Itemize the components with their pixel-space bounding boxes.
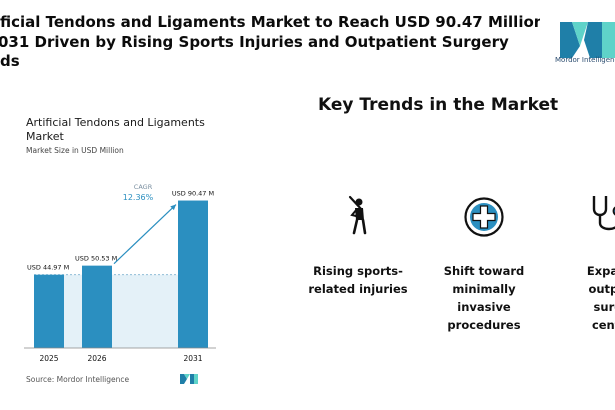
cagr-arrow-head (170, 204, 176, 211)
cagr-value: 12.36% (123, 193, 154, 202)
trend-label-1: Rising sports- related injuries (298, 262, 418, 298)
trend-1-line-2: related injuries (308, 282, 408, 296)
mordor-small-logo-icon (180, 374, 198, 384)
trend-1-line-1: Rising sports- (313, 264, 403, 278)
x-tick-2026: 2026 (87, 354, 106, 363)
logo-text: Mordor Intelligence (555, 56, 615, 64)
bar-2031 (178, 200, 208, 348)
x-tick-2031: 2031 (183, 354, 202, 363)
headline-line-3: ds (0, 52, 20, 70)
trend-label-3: Expans outpat surgi cente (550, 262, 615, 334)
data-label-2026: USD 50.53 M (75, 255, 117, 263)
trend-2-line-4: procedures (447, 318, 521, 332)
chart-source: Source: Mordor Intelligence (26, 375, 130, 384)
data-label-2031: USD 90.47 M (172, 190, 214, 198)
bar-2025 (34, 274, 64, 348)
trend-2-line-3: invasive (457, 300, 511, 314)
chart-subtitle: Market Size in USD Million (26, 146, 124, 155)
headline-line-1: ficial Tendons and Ligaments Market to R… (0, 13, 540, 31)
key-trends-title: Key Trends in the Market (318, 95, 559, 115)
trend-3-line-1: Expans (586, 264, 615, 278)
bar-2026 (82, 265, 112, 348)
medical-cross-icon (464, 197, 504, 237)
baseball-player-icon (348, 195, 367, 235)
cagr-arrow-line (113, 204, 177, 265)
trend-2-line-2: minimally (452, 282, 516, 296)
trend-label-2: Shift toward minimally invasive procedur… (424, 262, 544, 334)
x-tick-2025: 2025 (39, 354, 58, 363)
mordor-logo-icon (560, 22, 615, 58)
chart-title: Artificial Tendons and Ligaments Market (26, 116, 205, 143)
data-label-2025: USD 44.97 M (27, 264, 69, 272)
bar-chart: USD 44.97 M 2025 USD 50.53 M 2026 USD 90.47 … (24, 183, 216, 363)
headline-line-2: 031 Driven by Rising Sports Injuries and… (0, 32, 509, 51)
headline: ficial Tendons and Ligaments Market to R… (0, 13, 540, 73)
trend-3-line-3: surgi (593, 300, 615, 314)
trend-2-line-1: Shift toward (443, 264, 525, 278)
cagr-label: CAGR (134, 183, 153, 191)
trend-3-line-2: outpat (588, 282, 615, 296)
stethoscope-icon (592, 196, 615, 231)
trend-3-line-4: cente (591, 318, 615, 332)
